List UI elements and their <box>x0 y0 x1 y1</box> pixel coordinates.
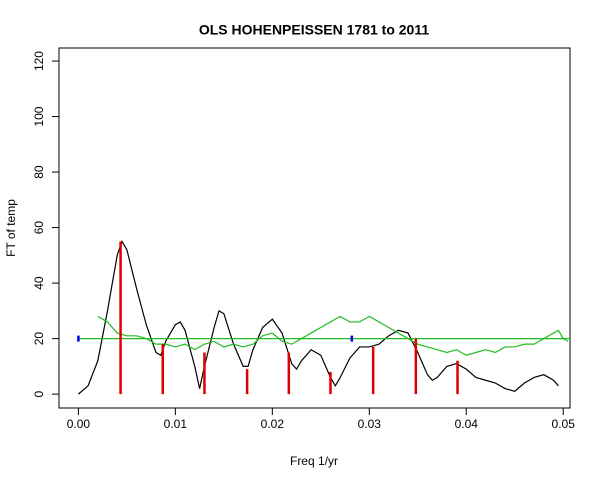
x-tick-label: 0.05 <box>552 417 576 431</box>
y-tick-label: 0 <box>32 390 46 397</box>
x-tick-label: 0.04 <box>455 417 479 431</box>
y-tick-label: 40 <box>32 276 46 290</box>
y-tick-label: 100 <box>32 106 46 126</box>
x-tick-label: 0.00 <box>67 417 91 431</box>
data-line <box>97 315 569 356</box>
x-tick-label: 0.03 <box>358 417 382 431</box>
y-tick-label: 120 <box>32 51 46 71</box>
y-tick-label: 80 <box>32 165 46 179</box>
data-line <box>78 240 559 395</box>
y-tick-label: 20 <box>32 332 46 346</box>
x-tick-label: 0.01 <box>164 417 188 431</box>
y-axis-label: FT of temp <box>4 199 18 257</box>
x-axis-label: Freq 1/yr <box>290 454 338 468</box>
chart-title: OLS HOHENPEISSEN 1781 to 2011 <box>199 22 430 38</box>
plot-frame <box>58 47 571 409</box>
x-tick-label: 0.02 <box>261 417 285 431</box>
y-tick-label: 60 <box>32 221 46 235</box>
